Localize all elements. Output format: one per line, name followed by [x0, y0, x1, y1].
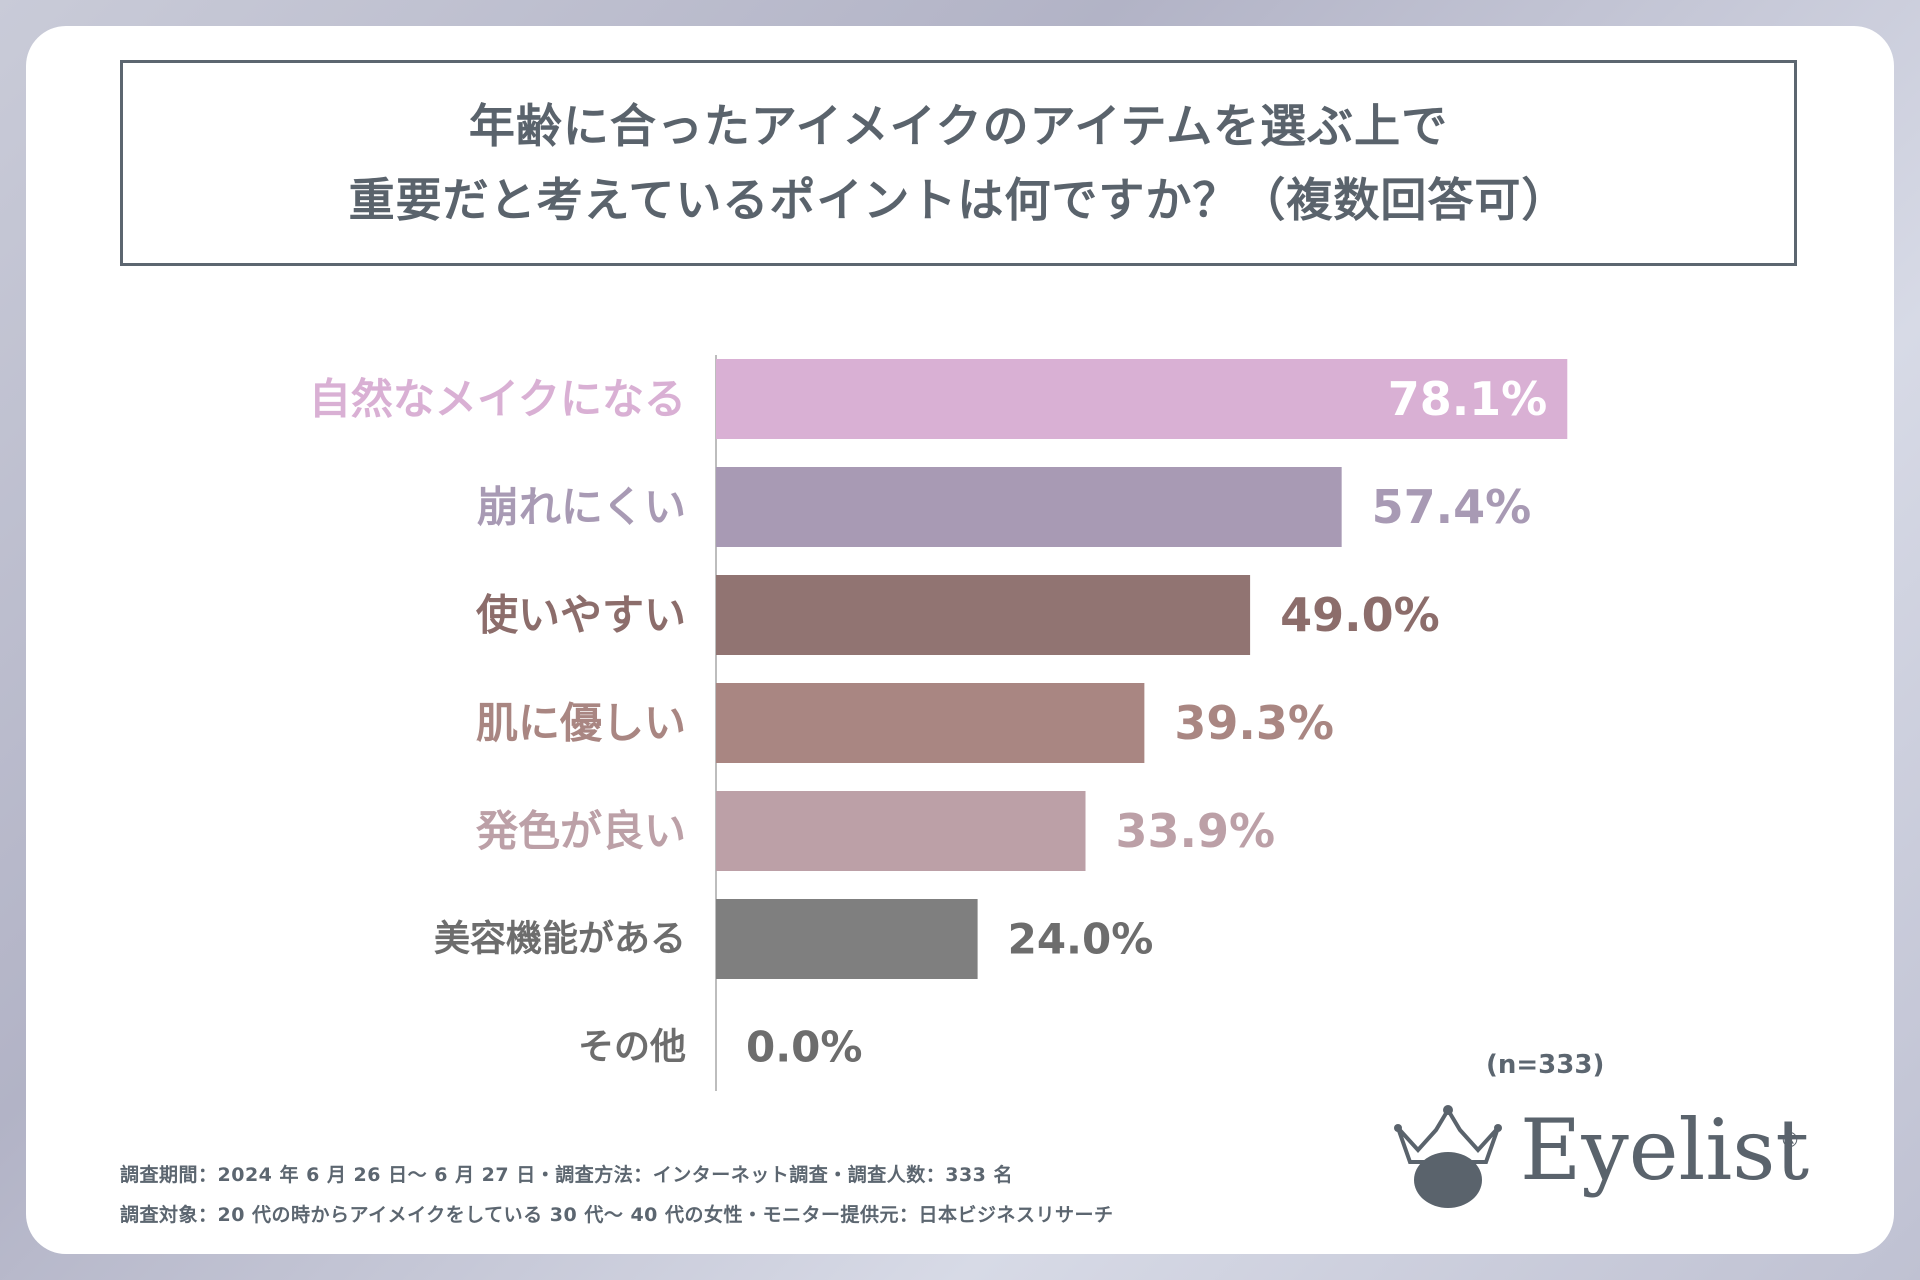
value-label-0: 78.1%: [1388, 372, 1548, 426]
category-label-6: その他: [578, 1027, 686, 1068]
sample-size: (n=333): [1486, 1050, 1605, 1080]
bar-1: [716, 467, 1342, 547]
value-label-5: 24.0%: [1008, 915, 1154, 964]
category-label-2: 使いやすい: [476, 591, 686, 640]
category-label-4: 発色が良い: [476, 807, 686, 856]
logo-text: Eyelist: [1520, 1101, 1810, 1199]
crown-eye-icon: [1394, 1105, 1502, 1208]
footnote-target: 調査対象：20 代の時からアイメイクをしている 30 代～ 40 代の女性・モニ…: [120, 1204, 1114, 1226]
footnote-period: 調査期間：2024 年 6 月 26 日～ 6 月 27 日・調査方法：インター…: [120, 1164, 1014, 1186]
bar-0: [716, 359, 1568, 439]
value-label-6: 0.0%: [746, 1023, 862, 1072]
value-label-1: 57.4%: [1372, 480, 1532, 534]
category-label-1: 崩れにくい: [477, 483, 686, 532]
title-line-1: 年齢に合ったアイメイクのアイテムを選ぶ上で: [468, 99, 1449, 153]
category-label-5: 美容機能がある: [434, 919, 686, 960]
category-label-0: 自然なメイクになる: [309, 375, 686, 424]
bar-5: [716, 899, 978, 979]
bar-4: [716, 791, 1086, 871]
value-label-3: 39.3%: [1174, 696, 1334, 750]
category-label-3: 肌に優しい: [476, 699, 686, 748]
value-label-2: 49.0%: [1280, 588, 1440, 642]
title-line-2: 重要だと考えているポイントは何ですか？（複数回答可）: [348, 173, 1569, 227]
title-box: 年齢に合ったアイメイクのアイテムを選ぶ上で 重要だと考えているポイントは何ですか…: [120, 60, 1797, 266]
eyelist-logo: Eyelist ®: [1388, 1100, 1810, 1220]
bar-3: [716, 683, 1145, 763]
value-label-4: 33.9%: [1116, 804, 1276, 858]
bar-2: [716, 575, 1251, 655]
logo-registered-mark: ®: [1780, 1128, 1800, 1152]
